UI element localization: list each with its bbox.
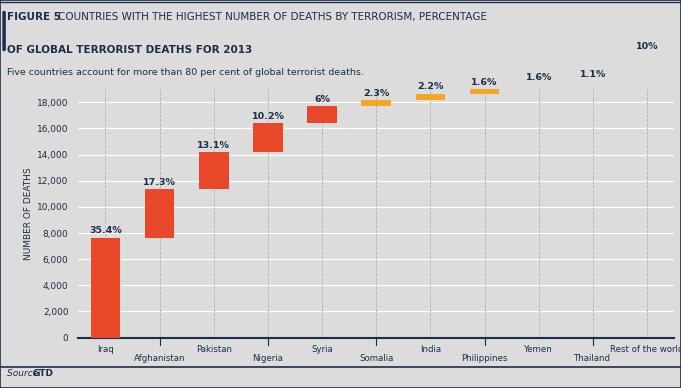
Bar [199,152,229,189]
Text: Source:: Source: [7,369,44,378]
Text: 35.4%: 35.4% [89,227,122,236]
Text: 6%: 6% [314,95,330,104]
Text: 1.6%: 1.6% [471,78,498,87]
Bar [144,189,174,238]
Text: 13.1%: 13.1% [197,141,230,150]
Text: Nigeria: Nigeria [253,354,283,363]
Text: Philippines: Philippines [461,354,508,363]
Text: Yemen: Yemen [524,345,553,354]
Text: Rest of the world: Rest of the world [610,345,681,354]
Text: 17.3%: 17.3% [143,178,176,187]
Bar [91,238,121,338]
Text: Iraq: Iraq [97,345,114,354]
Bar [362,100,391,106]
Text: 1.6%: 1.6% [526,73,552,82]
Bar [253,123,283,152]
Text: 10.2%: 10.2% [251,112,285,121]
Text: 1.1%: 1.1% [580,70,606,79]
Text: OF GLOBAL TERRORIST DEATHS FOR 2013: OF GLOBAL TERRORIST DEATHS FOR 2013 [7,45,252,55]
Bar [632,54,662,81]
Bar [470,89,499,94]
Text: India: India [420,345,441,354]
Text: 10%: 10% [636,42,659,51]
Text: Syria: Syria [311,345,333,354]
Text: 2.2%: 2.2% [417,82,443,91]
Bar [524,85,554,89]
Text: COUNTRIES WITH THE HIGHEST NUMBER OF DEATHS BY TERRORISM, PERCENTAGE: COUNTRIES WITH THE HIGHEST NUMBER OF DEA… [58,12,487,22]
Text: FIGURE 5: FIGURE 5 [7,12,61,22]
Bar [307,106,337,123]
Bar [415,94,445,100]
Text: Pakistan: Pakistan [195,345,232,354]
Text: Afghanistan: Afghanistan [134,354,185,363]
Text: 2.3%: 2.3% [363,88,390,97]
Y-axis label: NUMBER OF DEATHS: NUMBER OF DEATHS [24,167,33,260]
Text: Somalia: Somalia [359,354,394,363]
Text: GTD: GTD [33,369,54,378]
Text: Thailand: Thailand [575,354,612,363]
Bar [578,81,608,85]
Text: Five countries account for more than 80 per cent of global terrorist deaths.: Five countries account for more than 80 … [7,68,364,77]
